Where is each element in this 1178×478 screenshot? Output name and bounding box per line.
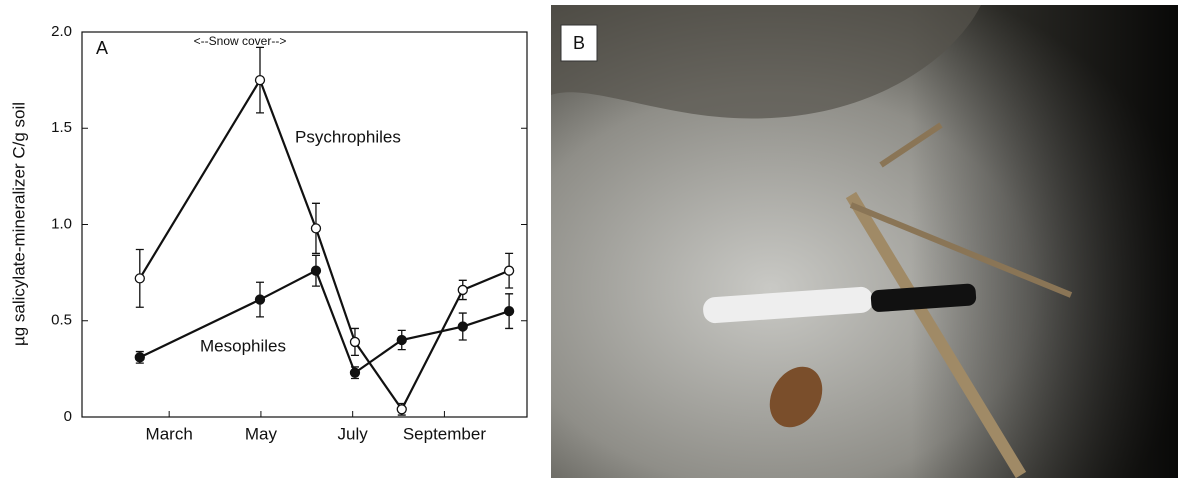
y-tick-label: 0	[64, 408, 72, 425]
data-point	[135, 274, 144, 283]
photo: B	[551, 5, 1178, 478]
annotation: <--Snow cover-->	[194, 34, 287, 48]
data-point	[311, 266, 320, 275]
y-tick-label: 0.5	[51, 312, 72, 329]
figure: A <--Snow cover--> µg salicylate-mineral…	[0, 0, 1178, 478]
data-point	[397, 405, 406, 414]
data-point	[458, 285, 467, 294]
y-axis-label: µg salicylate-mineralizer C/g soil	[9, 102, 28, 346]
data-point	[458, 322, 467, 331]
series-label: Psychrophiles	[295, 127, 401, 146]
x-tick-label: March	[146, 424, 193, 443]
y-tick-label: 2.0	[51, 23, 72, 40]
photo-panel: B	[551, 5, 1178, 478]
series-label: Mesophiles	[200, 336, 286, 355]
data-point	[505, 307, 514, 316]
data-point	[135, 353, 144, 362]
plot-frame	[82, 32, 527, 417]
data-point	[311, 224, 320, 233]
shadow	[911, 5, 1178, 478]
panel-label: B	[573, 33, 585, 53]
y-tick-label: 1.5	[51, 119, 72, 136]
y-tick-label: 1.0	[51, 215, 72, 232]
chart: A <--Snow cover--> µg salicylate-mineral…	[0, 0, 545, 478]
data-point	[350, 368, 359, 377]
x-tick-label: September	[403, 424, 486, 443]
data-point	[256, 295, 265, 304]
panel-label: A	[96, 38, 108, 58]
data-point	[505, 266, 514, 275]
data-point	[350, 337, 359, 346]
x-tick-label: July	[338, 424, 369, 443]
data-point	[397, 336, 406, 345]
x-tick-label: May	[245, 424, 278, 443]
data-point	[256, 76, 265, 85]
series-line	[140, 271, 509, 373]
